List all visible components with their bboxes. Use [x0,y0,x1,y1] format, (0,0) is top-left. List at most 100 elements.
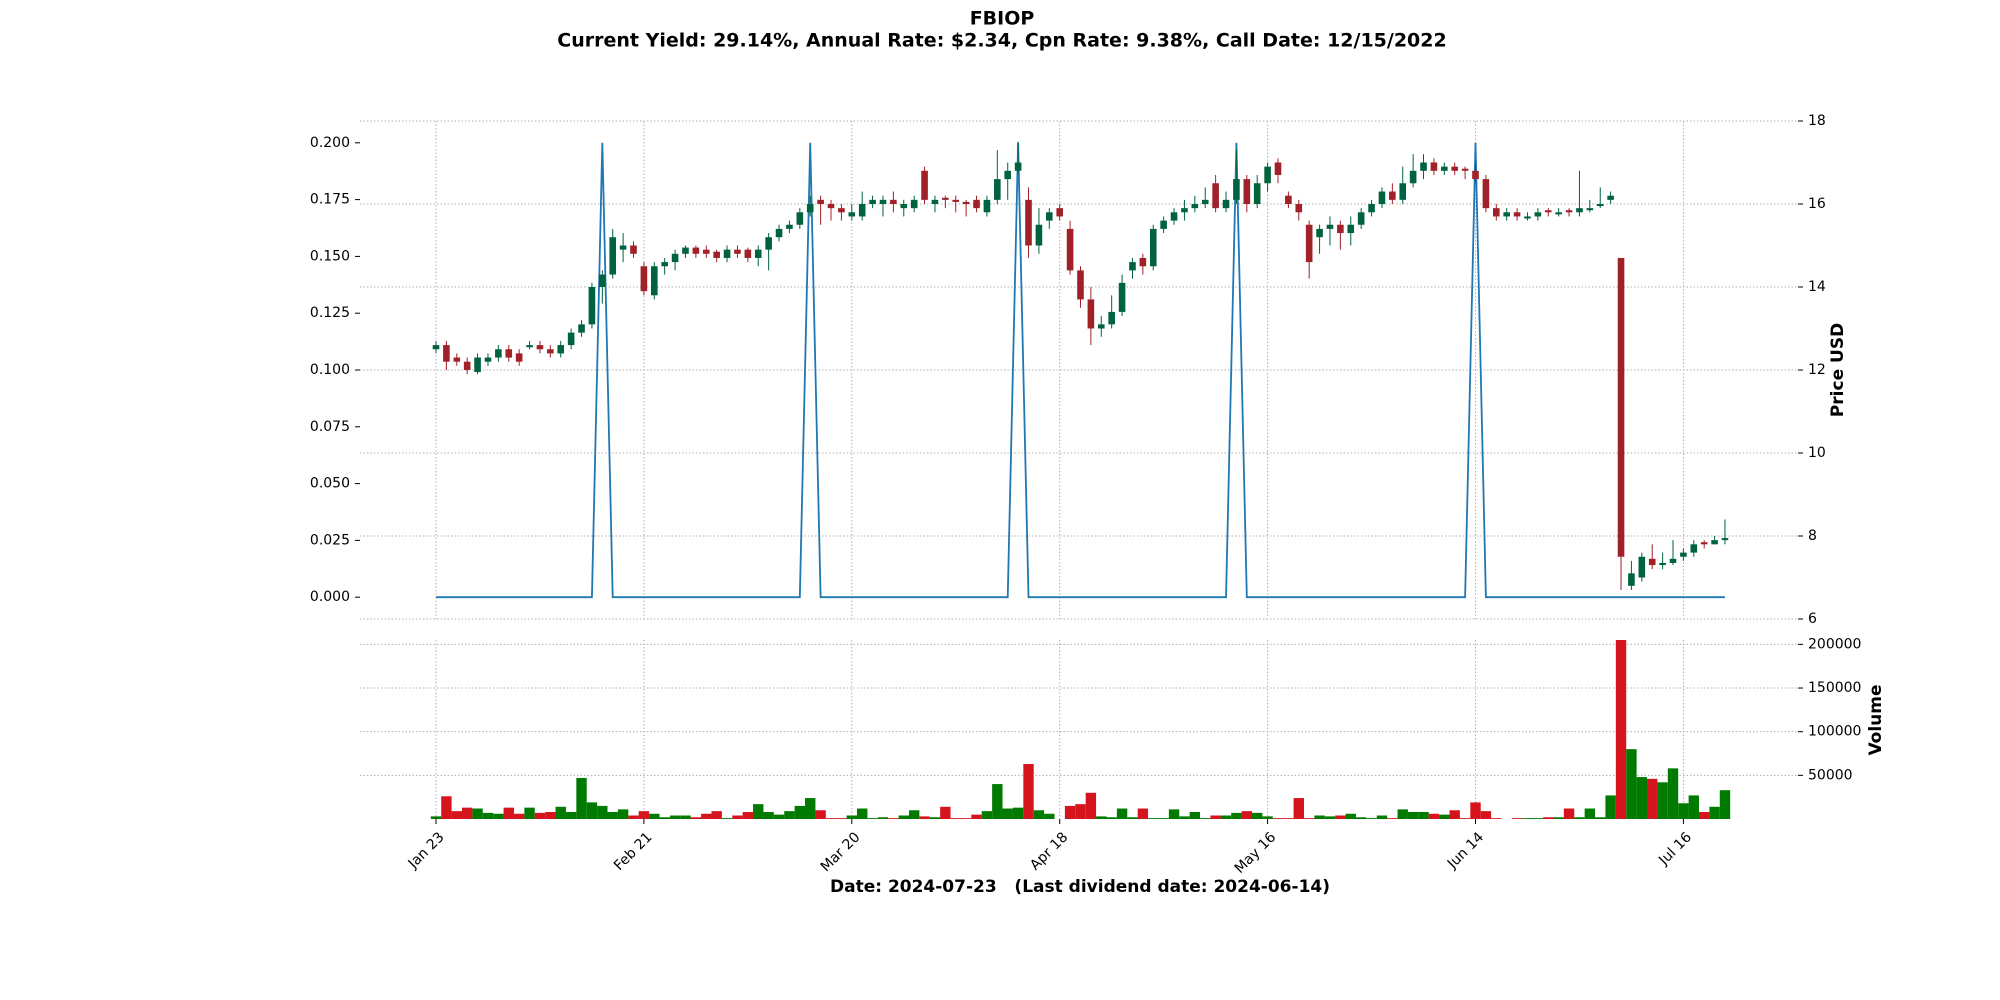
volume-bar [1428,813,1440,819]
candle-body [1274,162,1282,175]
candle-body [1389,191,1396,200]
candle-body [505,349,513,358]
candle-body [931,199,939,204]
chart-subtitle: Current Yield: 29.14%, Annual Rate: $2.3… [557,30,1446,52]
candle-body [1638,556,1646,578]
volume-bar [1355,817,1367,819]
volume-bar [794,805,806,819]
volume-bar [950,818,961,819]
volume-bar [1283,818,1294,819]
x-tick-label: Feb 21 [611,829,656,874]
candle-body [1430,162,1438,171]
volume-bar [555,806,566,819]
volume-bar [1002,808,1013,819]
candle-body [702,249,710,254]
volume-bar [742,812,754,819]
candle-body [1097,324,1105,329]
volume-bar [701,813,712,819]
volume-bar [1719,790,1731,819]
candle-body [1233,179,1240,200]
volume-bar [451,811,462,819]
candle-body [1596,204,1604,207]
candle-body [682,247,689,254]
y-tick-label: 0.025 [310,532,350,548]
y2-axis-label: Price USD [1828,323,1848,417]
volume-bar [784,811,795,819]
volume-bar [430,816,442,819]
y-tick-label: 0.000 [310,589,350,605]
volume-bar [1657,782,1668,819]
volume-bar [711,811,722,819]
y-tick-label: 0.075 [310,419,350,435]
candle-body [1357,212,1365,225]
candle-body [734,249,741,254]
candle-body [1451,166,1459,171]
volume-bar [1189,812,1201,819]
candle-body [1108,311,1115,325]
candle-body [817,199,824,204]
candle-body [1212,183,1219,209]
volume-bar [586,802,598,819]
volume-bar [638,811,650,819]
candle-body [557,345,565,354]
candle-body [1326,224,1334,229]
volume-bar [815,810,826,819]
candle-body [952,199,960,202]
candle-body [1035,224,1043,246]
candle-body [650,266,658,296]
candle-body [1305,224,1313,263]
candle-body [1025,199,1032,246]
volume-bar [1085,792,1097,819]
y2-tick-label: 18 [1808,113,1826,129]
candle-body [765,237,772,250]
candle-body [1378,191,1386,204]
volume-bar [773,814,785,819]
y2-tick-label: 8 [1808,528,1817,544]
volume-bar [1543,817,1554,819]
candle-body [1441,166,1448,171]
volume-bar [1314,815,1325,819]
volume-bar [1262,816,1273,819]
volume-bar [1106,817,1117,819]
candle-body [1181,208,1188,213]
volume-bar [1345,813,1356,819]
volume-bar [1303,818,1315,819]
volume-bar [1584,808,1596,819]
candle-body [671,253,679,263]
candle-body [1534,212,1542,217]
candle-body [1129,262,1136,271]
volume-bar [1678,803,1689,819]
volume-bar [1563,808,1575,819]
candle-body [1222,199,1230,209]
candle-body [443,345,450,362]
candle-body [1014,162,1022,171]
volume-bar [721,818,733,819]
volume-bar [1075,804,1086,819]
candle-body [1347,224,1355,234]
candle-body [827,204,835,209]
candle-body [1056,208,1063,217]
candle-body [1087,299,1095,329]
candle-body [1700,542,1708,545]
candle-body [723,249,731,258]
candle-body [1524,216,1531,219]
candle-body [1513,212,1521,217]
candle-body [1285,195,1292,204]
candle-body [1201,199,1209,204]
candle-body [630,245,637,254]
volume-bar [565,812,577,819]
y-tick-label: 0.200 [310,135,350,151]
volume-bar [545,812,556,819]
volume-bar [472,808,483,819]
volume-bar [1366,818,1377,819]
candle-body [1648,558,1656,566]
volume-bar [1064,805,1076,819]
candle-body [1066,228,1074,271]
y-tick-label: 0.050 [310,476,350,492]
x-tick-label: May 16 [1232,829,1280,877]
candle-body [775,228,783,238]
candle-body [578,324,585,333]
candle-body [879,199,887,204]
y2-tick-label: 150000 [1808,680,1861,696]
volume-bar [763,812,774,819]
